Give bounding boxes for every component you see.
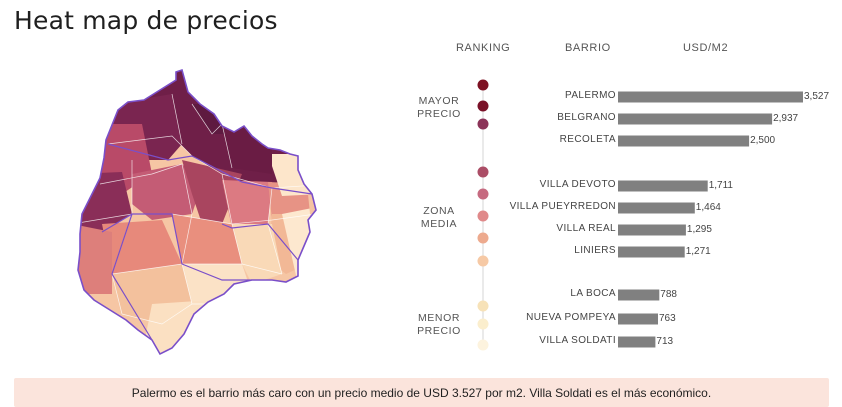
ranking-dot xyxy=(477,255,489,267)
bar-villa-devoto xyxy=(618,180,708,192)
summary-note-text: Palermo es el barrio más caro con un pre… xyxy=(131,385,712,400)
group-label-high: MAYOR PRECIO xyxy=(417,95,461,120)
summary-note: Palermo es el barrio más caro con un pre… xyxy=(14,378,829,407)
value-label: 1,271 xyxy=(686,246,711,257)
price-heat-map xyxy=(77,68,317,356)
ranking-dot xyxy=(477,210,489,222)
barrio-label: NUEVA POMPEYA xyxy=(526,312,616,323)
ranking-dot xyxy=(477,166,489,178)
value-label: 2,500 xyxy=(750,135,775,146)
group-label-low: MENOR PRECIO xyxy=(417,312,461,337)
chart-title: Heat map de precios xyxy=(14,6,278,35)
barrio-label: VILLA DEVOTO xyxy=(539,179,616,190)
barrio-label: PALERMO xyxy=(565,90,616,101)
group-label-mid: ZONA MEDIA xyxy=(420,205,458,230)
ranking-dot xyxy=(477,118,489,130)
value-label: 1,295 xyxy=(687,224,712,235)
barrio-label: VILLA PUEYRREDON xyxy=(509,201,616,212)
bar-villa-soldati xyxy=(618,336,656,348)
barrio-label: VILLA SOLDATI xyxy=(539,335,616,346)
ranking-dot xyxy=(477,300,489,312)
barrio-label: LA BOCA xyxy=(570,288,616,299)
value-label: 788 xyxy=(660,289,677,300)
value-label: 1,711 xyxy=(709,180,734,191)
bar-la-boca xyxy=(618,289,660,301)
ranking-scale xyxy=(477,79,489,351)
ranking-dot xyxy=(477,339,489,351)
barrio-label: VILLA REAL xyxy=(556,223,616,234)
value-label: 763 xyxy=(659,313,676,324)
value-label: 2,937 xyxy=(773,113,798,124)
value-label: 3,527 xyxy=(804,91,829,102)
bar-liniers xyxy=(618,246,685,258)
bar-belgrano xyxy=(618,113,773,125)
value-label: 1,464 xyxy=(696,202,721,213)
value-label: 713 xyxy=(656,336,673,347)
ranking-dot xyxy=(477,318,489,330)
barrio-label: BELGRANO xyxy=(557,112,616,123)
bar-palermo xyxy=(618,91,803,103)
bar-recoleta xyxy=(618,135,750,147)
bar-nueva-pompeya xyxy=(618,313,658,325)
barrio-label: LINIERS xyxy=(574,245,616,256)
barrio-header: BARRIO xyxy=(565,42,611,54)
ranking-dot xyxy=(477,232,489,244)
price-bar-chart: 3,527 2,937 2,500 1,711 1,464 1,295 1,271 788 76… xyxy=(618,91,829,348)
ranking-dot xyxy=(477,188,489,200)
bar-villa-pueyrredon xyxy=(618,202,695,214)
ranking-dot xyxy=(477,79,489,91)
usd-header: USD/M2 xyxy=(683,42,729,54)
bar-villa-real xyxy=(618,224,686,236)
barrio-label: RECOLETA xyxy=(559,134,616,145)
ranking-dot xyxy=(477,100,489,112)
ranking-header: RANKING xyxy=(456,42,511,54)
